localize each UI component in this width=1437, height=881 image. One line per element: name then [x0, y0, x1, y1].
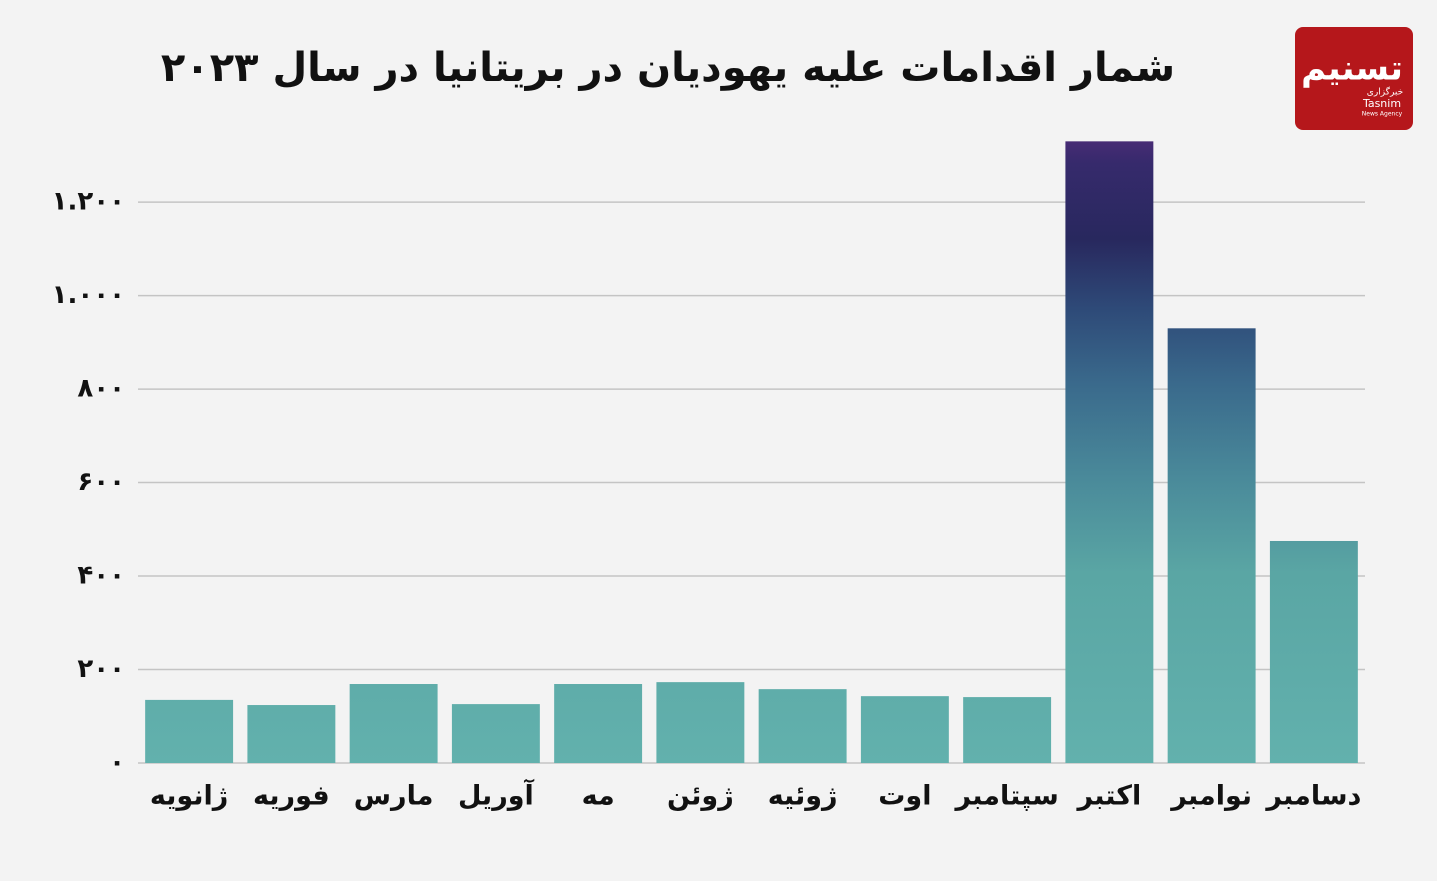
bar	[554, 684, 643, 763]
logo: تسنیم خبرگزاری Tasnim News Agency	[1295, 27, 1413, 130]
bar	[1269, 540, 1358, 763]
x-tick-label: ژانویه	[150, 781, 228, 812]
bar	[451, 704, 540, 763]
y-tick-label: ۲۰۰	[77, 654, 125, 684]
x-tick-label: مارس	[354, 781, 434, 812]
bar	[145, 699, 234, 763]
x-tick-label: فوریه	[253, 781, 330, 812]
logo-box	[1295, 27, 1413, 130]
bar	[656, 682, 745, 763]
bar	[349, 684, 438, 763]
x-tick-label: ژوئیه	[768, 781, 838, 812]
x-tick-label: اکتبر	[1075, 781, 1141, 812]
logo-name: تسنیم	[1301, 49, 1403, 89]
y-tick-label: ۸۰۰	[77, 374, 125, 404]
chart-title: شمار اقدامات علیه یهودیان در بریتانیا در…	[161, 45, 1175, 91]
x-tick-label: نوامبر	[1169, 781, 1252, 812]
y-tick-label: ۱.۲۰۰	[52, 187, 125, 217]
x-tick-label: سپتامبر	[953, 781, 1058, 812]
x-tick-label: ژوئن	[667, 781, 734, 812]
x-tick-label: اوت	[878, 781, 931, 812]
bar	[1065, 141, 1154, 763]
bar	[963, 697, 1052, 763]
logo-subtitle: News Agency	[1362, 111, 1403, 118]
bar	[758, 689, 847, 763]
logo-latin: Tasnim	[1362, 97, 1401, 110]
y-tick-label: ۰	[109, 748, 125, 778]
bar	[1167, 328, 1256, 763]
x-tick-label: مه	[582, 781, 615, 812]
bar	[860, 696, 949, 763]
x-tick-label: آوریل	[458, 779, 535, 812]
y-tick-label: ۶۰۰	[77, 467, 125, 497]
y-tick-label: ۴۰۰	[77, 561, 125, 591]
logo-agency: خبرگزاری	[1367, 86, 1403, 98]
x-tick-label: دسامبر	[1264, 781, 1361, 812]
y-tick-label: ۱.۰۰۰	[52, 280, 125, 310]
bar	[247, 705, 336, 763]
